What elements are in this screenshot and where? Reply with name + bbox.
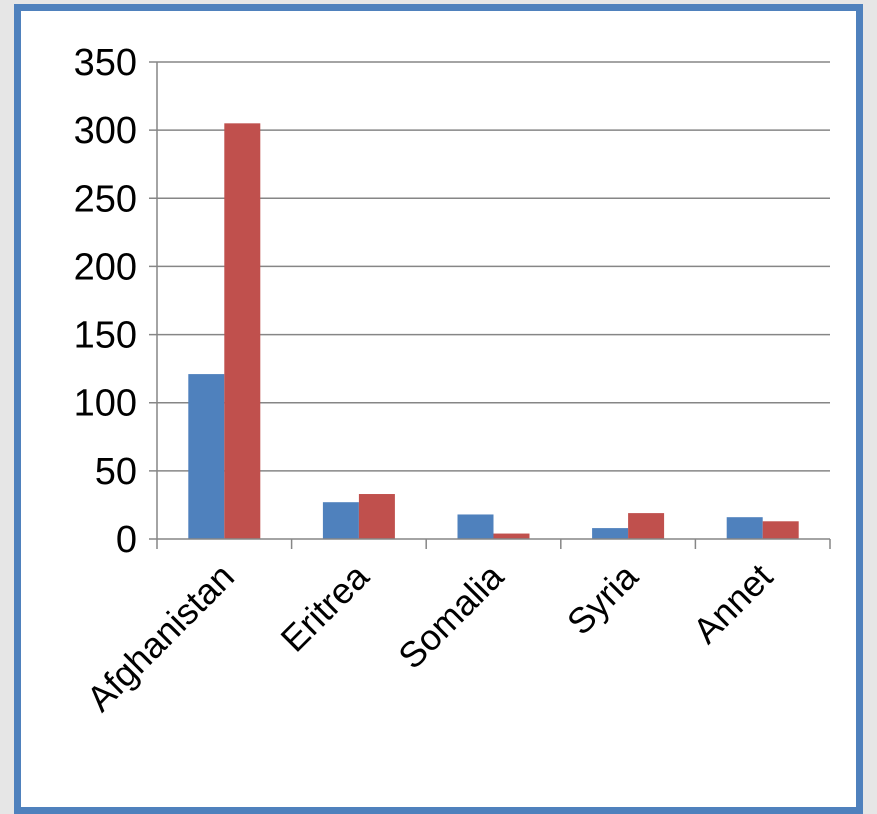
y-tick-label: 0	[116, 519, 137, 561]
y-tick-label: 100	[74, 383, 137, 425]
x-category-label: Eritrea	[273, 555, 378, 660]
x-category-labels: Afghanistan Eritrea Somalia Syria Annet	[79, 555, 781, 719]
bar-annet-series-2	[762, 521, 799, 539]
y-tick-label: 50	[95, 451, 137, 493]
bar-somalia-series-1	[457, 514, 494, 539]
chart-frame: 0 50 100 150 200 250 300 350 Afghanistan Eritrea…	[14, 4, 863, 814]
bar-afghanistan-series-1	[188, 374, 225, 539]
y-tick-label: 300	[74, 110, 137, 152]
bar-eritrea-series-2	[358, 494, 395, 539]
bar-eritrea-series-1	[322, 502, 359, 539]
bar-chart: 0 50 100 150 200 250 300 350 Afghanistan Eritrea…	[74, 42, 831, 719]
x-category-label: Afghanistan	[79, 556, 242, 719]
y-tick-label: 350	[74, 42, 137, 84]
bar-syria-series-1	[592, 528, 629, 539]
gridlines	[149, 61, 830, 472]
y-tick-label: 250	[74, 178, 137, 220]
y-tick-labels: 0 50 100 150 200 250 300 350	[74, 42, 137, 561]
bar-somalia-series-2	[493, 533, 530, 539]
x-category-label: Somalia	[390, 555, 512, 677]
y-tick-label: 200	[74, 246, 137, 288]
axes	[149, 62, 831, 549]
bar-annet-series-1	[726, 517, 763, 539]
bars	[188, 123, 799, 539]
x-category-label: Syria	[559, 555, 647, 643]
x-category-label: Annet	[685, 556, 781, 652]
bar-afghanistan-series-2	[224, 123, 261, 539]
y-tick-label: 150	[74, 315, 137, 357]
bar-syria-series-2	[628, 513, 665, 539]
